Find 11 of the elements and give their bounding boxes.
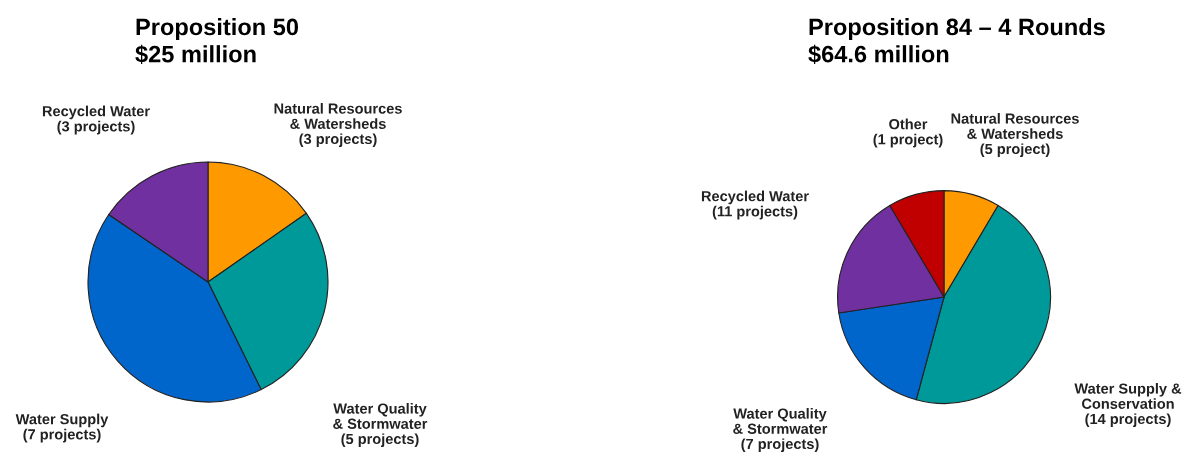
slice-label: Water Quality & Stormwater (7 projects) — [733, 408, 828, 452]
slice-label: Water Supply & Conservation (14 projects) — [1074, 383, 1182, 427]
chart-title: Proposition 50 $25 million — [135, 18, 299, 65]
slice-label: Natural Resources & Watersheds (3 projects) — [274, 103, 402, 147]
slice-label: Water Quality & Stormwater (5 projects) — [333, 403, 428, 447]
slice-label: Water Supply (7 projects) — [15, 413, 109, 443]
chart-title: Proposition 84 – 4 Rounds $64.6 million — [808, 18, 1105, 65]
slice-label: Natural Resources & Watersheds (5 project) — [951, 113, 1079, 157]
slice-label: Other (1 project) — [873, 118, 943, 148]
slice-label: Recycled Water (3 projects) — [42, 105, 150, 135]
slice-label: Recycled Water (11 projects) — [701, 190, 809, 220]
